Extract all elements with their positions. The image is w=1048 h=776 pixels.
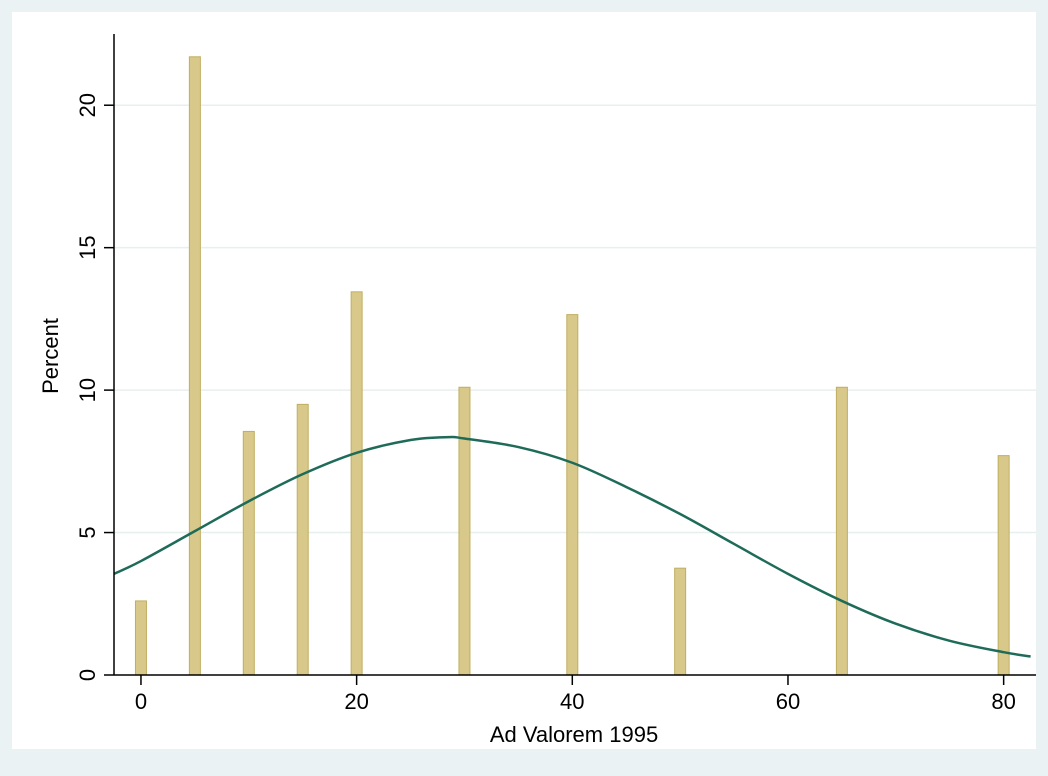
axes: 0 5 10 15 20 0 20 40 60 80	[75, 34, 1036, 714]
plot-area	[12, 12, 1036, 749]
density-curve	[113, 435, 1031, 658]
histogram-bar	[835, 386, 848, 676]
y-axis-label: Percent	[38, 318, 63, 394]
histogram-bar	[134, 600, 147, 676]
x-tick-label: 40	[560, 689, 584, 714]
x-tick-label: 60	[776, 689, 800, 714]
y-tick-label: 5	[75, 526, 100, 538]
histogram-bar	[296, 403, 309, 676]
histogram-bar	[242, 430, 255, 676]
histogram-bar	[350, 291, 363, 676]
histogram-bar	[674, 567, 687, 676]
x-tick-label: 0	[135, 689, 147, 714]
x-axis-label: Ad Valorem 1995	[490, 722, 658, 747]
x-tick-label: 20	[344, 689, 368, 714]
x-tick-label: 80	[991, 689, 1015, 714]
histogram-bar	[188, 56, 201, 676]
histogram-bar	[458, 386, 471, 676]
y-tick-label: 15	[75, 235, 100, 259]
y-tick-label: 10	[75, 378, 100, 402]
y-tick-label: 0	[75, 669, 100, 681]
histogram-bar	[997, 455, 1010, 676]
histogram-bar	[566, 314, 579, 676]
y-tick-label: 20	[75, 93, 100, 117]
density-curve-group	[113, 435, 1031, 658]
